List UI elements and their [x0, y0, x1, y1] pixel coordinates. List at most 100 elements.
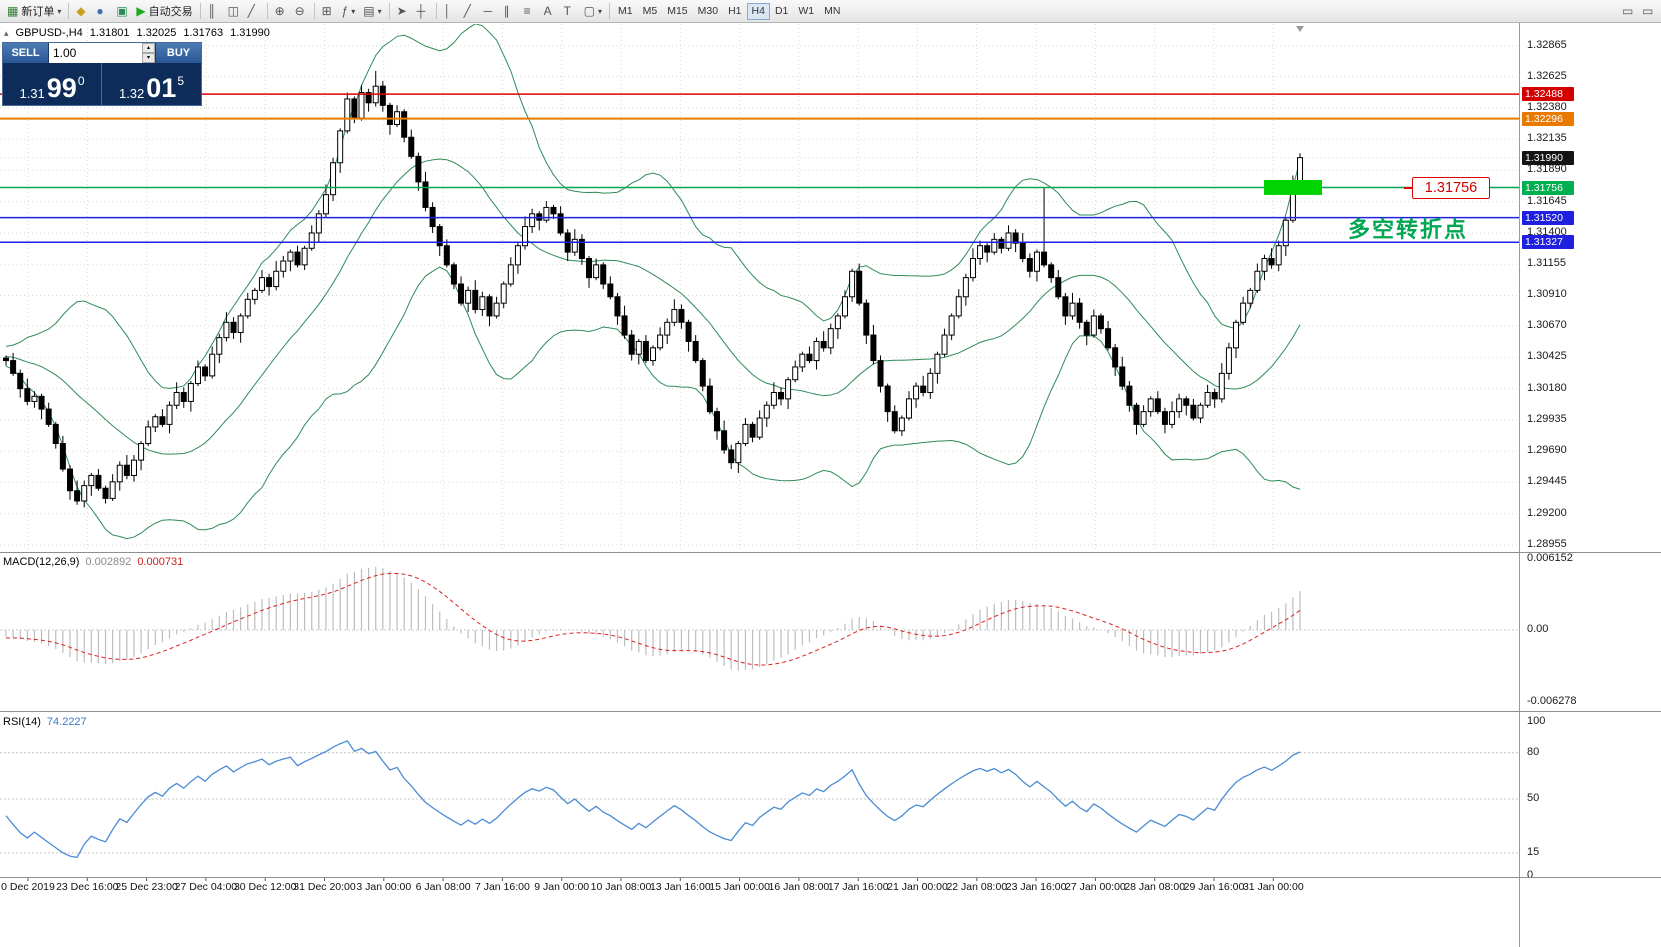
channel-icon: ∥: [503, 4, 510, 18]
templates-button[interactable]: ▤ ▾: [359, 2, 385, 21]
channel-button[interactable]: ∥: [500, 2, 520, 21]
price-callout-box[interactable]: 1.31756: [1404, 177, 1490, 199]
panel-separator[interactable]: [0, 711, 1661, 712]
ohlc-close: 1.31990: [230, 27, 270, 39]
rsi-value: 74.2227: [46, 716, 87, 728]
timeframe-button-d1[interactable]: D1: [770, 3, 793, 20]
volume-decrease-button[interactable]: ▾: [142, 53, 155, 63]
auto-trading-label: 自动交易: [148, 6, 193, 18]
fibonacci-icon: ≡: [523, 4, 531, 18]
panel-separator[interactable]: [0, 552, 1661, 553]
time-label: 10 Jan 08:00: [590, 881, 652, 893]
undock-button[interactable]: ▭: [1638, 2, 1658, 21]
sell-price-prefix: 1.31: [19, 86, 45, 101]
cursor-button[interactable]: ➤: [393, 2, 413, 21]
time-label: 9 Jan 00:00: [534, 881, 590, 893]
volume-increase-button[interactable]: ▴: [142, 43, 155, 53]
vertical-line-icon: │: [443, 4, 452, 18]
collapse-arrow-icon[interactable]: ▴: [4, 27, 9, 38]
buy-price-prefix: 1.32: [118, 86, 145, 101]
timeframe-button-w1[interactable]: W1: [793, 3, 819, 20]
chevron-down-icon: ▾: [351, 6, 356, 16]
macd-indicator-label: MACD(12,26,9) 0.002892 0.000731: [3, 556, 183, 568]
chevron-down-icon: ▾: [598, 6, 603, 16]
vertical-line-button[interactable]: │: [440, 2, 460, 21]
sell-button[interactable]: SELL: [3, 43, 48, 63]
timeframe-button-m1[interactable]: M1: [613, 3, 638, 20]
chevron-down-icon: ▾: [377, 6, 382, 16]
buy-price-big: 01: [146, 73, 177, 104]
timeframe-button-h4[interactable]: H4: [746, 2, 770, 20]
auto-trading-button[interactable]: ▶ 自动交易: [132, 2, 196, 21]
rsi-name: RSI(14): [3, 716, 41, 728]
time-label: 15 Jan 00:00: [709, 881, 770, 893]
shapes-button[interactable]: ▢ ▾: [580, 2, 606, 21]
time-label: 28 Jan 08:00: [1124, 881, 1186, 893]
zoom-out-icon: ⊖: [294, 4, 305, 18]
trendline-button[interactable]: ╱: [460, 2, 480, 21]
scale-label: 1.32380: [1527, 100, 1567, 113]
chevron-down-icon: ▾: [57, 6, 62, 16]
price-tag: 1.32488: [1522, 87, 1574, 102]
timeframe-button-mn[interactable]: MN: [819, 3, 845, 20]
price-tag: 1.32296: [1522, 111, 1574, 126]
horizontal-line-button[interactable]: ─: [480, 2, 500, 21]
volume-input[interactable]: [49, 43, 142, 63]
scale-label: 1.31645: [1527, 194, 1567, 207]
text-label-button[interactable]: T: [560, 2, 580, 21]
timeframe-button-m15[interactable]: M15: [662, 3, 692, 20]
macd-signal-value: 0.000731: [137, 556, 184, 568]
ohlc-high: 1.32025: [136, 27, 177, 39]
scale-label: 1.32135: [1527, 132, 1567, 145]
tile-windows-button[interactable]: ⊞: [318, 2, 338, 21]
indicators-button[interactable]: ƒ ▾: [338, 2, 360, 21]
zoom-out-button[interactable]: ⊖: [291, 2, 311, 21]
scale-label: 1.29445: [1527, 475, 1567, 488]
text-button[interactable]: A: [540, 2, 560, 21]
chart-text-annotation[interactable]: 多空转折点: [1348, 217, 1469, 242]
scale-label: -0.006278: [1527, 695, 1577, 708]
time-label: 31 Jan 00:00: [1242, 881, 1304, 893]
timeframe-button-m30[interactable]: M30: [693, 3, 723, 20]
buy-button[interactable]: BUY: [156, 43, 201, 63]
tile-windows-icon: ⊞: [321, 4, 332, 18]
timeframe-button-h1[interactable]: H1: [723, 3, 746, 20]
new-order-button[interactable]: ▦ 新订单 ▾: [3, 2, 65, 21]
bar-chart-icon: ║: [207, 4, 217, 18]
candlestick-chart-button[interactable]: ◫: [224, 2, 244, 21]
fibonacci-button[interactable]: ≡: [520, 2, 540, 21]
zoom-in-button[interactable]: ⊕: [271, 2, 291, 21]
toolbar-separator: [609, 3, 611, 19]
scale-label: 1.30670: [1527, 319, 1567, 332]
time-label: 3 Jan 00:00: [356, 881, 412, 893]
bar-chart-button[interactable]: ║: [204, 2, 224, 21]
toolbar-separator: [199, 3, 201, 19]
main-chart-canvas[interactable]: [0, 0, 1520, 947]
line-chart-button[interactable]: ╱: [244, 2, 264, 21]
zoom-in-icon: ⊕: [274, 4, 285, 18]
horizontal-line-icon: ─: [483, 4, 493, 18]
buy-price[interactable]: 1.32 01 5: [102, 63, 201, 105]
crosshair-button[interactable]: ┼: [413, 2, 433, 21]
time-axis[interactable]: 0 Dec 2019 23 Dec 16:00 25 Dec 23:00 27 Dec…: [0, 879, 1519, 897]
price-scale[interactable]: 1.32865 1.32625 1.32488 1.32380 1.32296 1.321…: [1519, 23, 1661, 947]
scale-label: 1.29935: [1527, 412, 1567, 425]
data-window-button[interactable]: ▣: [112, 2, 132, 21]
scale-label: 1.30910: [1527, 288, 1567, 301]
dock-button[interactable]: ▭: [1618, 2, 1638, 21]
macd-name: MACD(12,26,9): [3, 556, 80, 568]
cursor-icon: ➤: [396, 4, 407, 18]
market-watch-button[interactable]: ●: [92, 2, 112, 21]
price-tag: 1.31327: [1522, 235, 1574, 250]
scale-label: 1.31155: [1527, 257, 1566, 270]
time-label: 25 Dec 23:00: [115, 881, 178, 893]
timeframe-button-m5[interactable]: M5: [638, 3, 663, 20]
profiles-button[interactable]: ◆: [72, 2, 92, 21]
toolbar-separator: [266, 3, 268, 19]
sell-price[interactable]: 1.31 99 0: [3, 63, 102, 105]
toolbar-separator: [68, 3, 70, 19]
trendline-icon: ╱: [463, 4, 471, 18]
data-window-icon: ▣: [116, 4, 128, 18]
time-label: 23 Jan 16:00: [1005, 881, 1067, 893]
toolbar-separator: [388, 3, 390, 19]
